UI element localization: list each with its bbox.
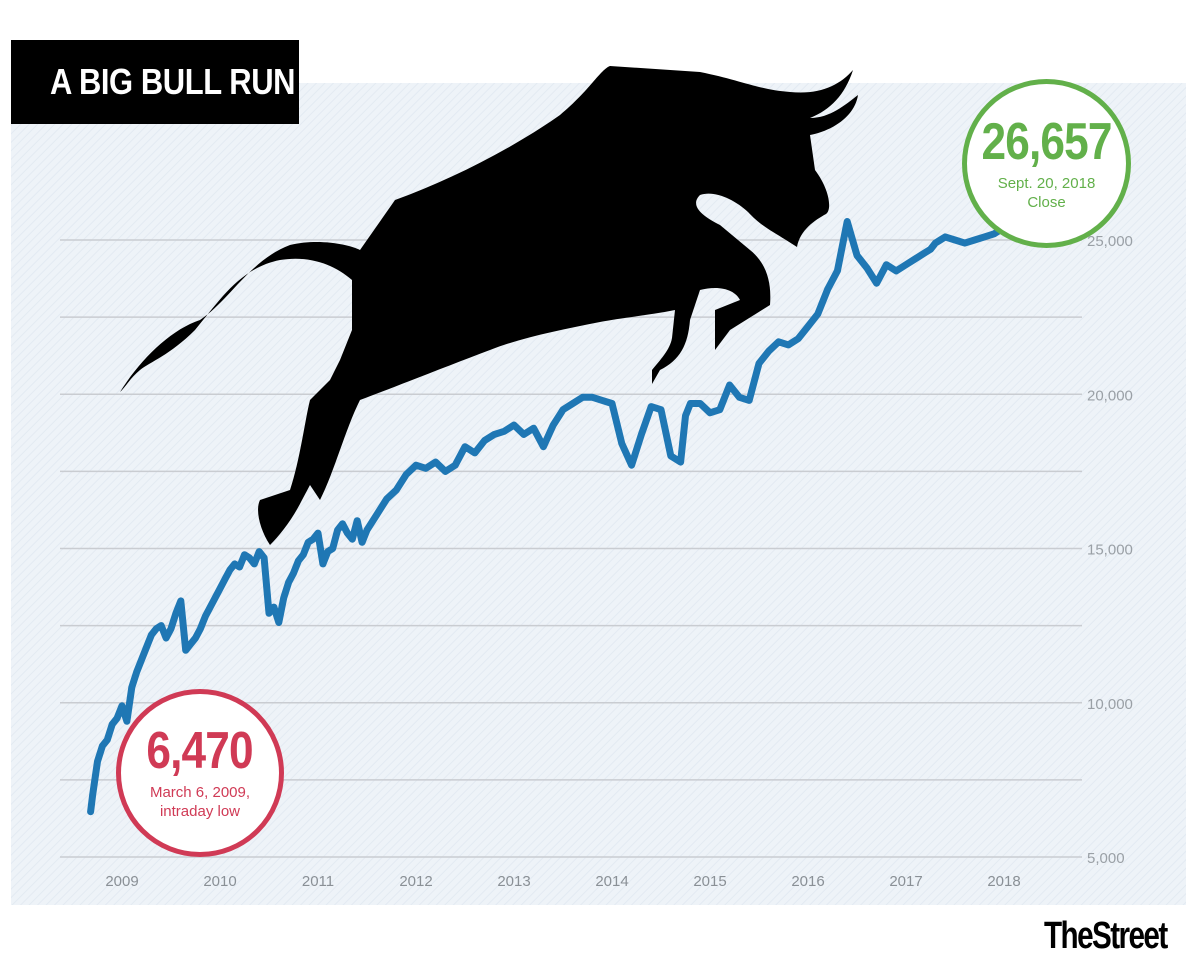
x-tick-label: 2012 [399, 873, 432, 890]
chart-title: A BIG BULL RUN [50, 61, 296, 102]
x-tick-label: 2013 [497, 873, 530, 890]
y-tick-label: 20,000 [1087, 387, 1133, 404]
x-tick-label: 2009 [105, 873, 138, 890]
y-tick-label: 5,000 [1087, 850, 1125, 867]
x-tick-label: 2011 [302, 873, 334, 890]
thestreet-logo: TheStreet [1044, 912, 1184, 960]
annotation-high: 26,657 Sept. 20, 2018 Close [962, 79, 1131, 248]
annotation-low-date: March 6, 2009, [149, 784, 251, 801]
y-axis-ticks: 5,000 10,000 15,000 20,000 25,000 [1087, 233, 1133, 867]
x-tick-label: 2017 [889, 873, 922, 890]
y-tick-label: 25,000 [1087, 233, 1133, 250]
annotation-high-date: Sept. 20, 2018 [997, 174, 1096, 192]
annotation-high-note: Close [1027, 193, 1066, 211]
annotation-low-note: intraday low [159, 803, 241, 820]
x-tick-label: 2014 [595, 873, 628, 890]
y-tick-label: 10,000 [1087, 696, 1133, 713]
x-tick-label: 2016 [791, 873, 824, 890]
annotation-low-value: 6,470 [146, 722, 254, 780]
x-tick-label: 2018 [987, 873, 1020, 890]
x-tick-label: 2015 [693, 873, 726, 890]
annotation-low: 6,470 March 6, 2009, intraday low [116, 689, 284, 857]
logo-text: TheStreet [1044, 914, 1168, 957]
annotation-high-value: 26,657 [981, 112, 1112, 171]
x-tick-label: 2010 [203, 873, 236, 890]
y-tick-label: 15,000 [1087, 542, 1133, 559]
bull-silhouette-icon [120, 66, 858, 545]
x-axis-ticks: 2009 2010 2011 2012 2013 2014 2015 2016 2017 2018 [105, 873, 1020, 890]
series-line-dow [87, 211, 1030, 816]
title-box: A BIG BULL RUN [11, 40, 299, 124]
